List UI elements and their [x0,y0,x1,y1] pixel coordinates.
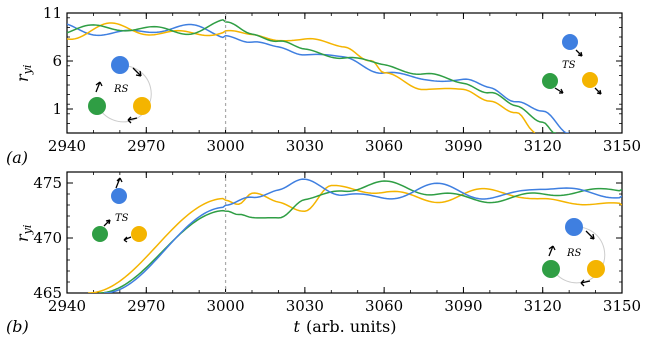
inset-blue-disk [111,56,129,74]
x-axis-label: t (arb. units) [294,317,397,336]
x-tick-label: 3120 [524,297,562,315]
arrow-icon [594,87,602,95]
x-tick-label: 3060 [365,137,403,155]
inset-green-disk [542,260,560,278]
series-line [88,184,622,293]
panel-a-x-ticks: 2940 2970 3000 3030 3060 3090 3120 3150 [48,13,641,155]
inset-label: TS [562,60,576,71]
arrow-icon [580,279,591,287]
inset-green-disk [92,226,108,242]
series-line [67,22,536,133]
inset-yellow-disk [587,260,605,278]
inset-yellow-disk [582,72,598,88]
x-tick-label: 3090 [444,137,482,155]
arrow-icon [554,87,564,94]
inset-blue-disk [562,34,578,50]
panel-b-y-ticks: 465 470 475 [33,171,622,302]
inset-yellow-disk [131,226,147,242]
x-tick-label: 2970 [127,297,165,315]
x-tick-label: 3000 [206,137,244,155]
panel-b-inset-rs: RS [542,218,606,287]
panel-a-ylabel: ryi [13,65,34,82]
y-tick-label: 465 [33,284,62,302]
panel-b-ylabel: ryi [13,225,34,242]
y-tick-label: 475 [33,174,62,192]
x-tick-label: 3120 [524,137,562,155]
inset-yellow-disk [133,97,151,115]
x-tick-label: 2940 [48,297,86,315]
x-tick-label: 3090 [444,297,482,315]
arrow-icon [548,245,556,257]
panel-b-series [88,178,622,293]
x-tick-label: 2970 [127,137,165,155]
panel-b-inset-ts: TS [92,177,147,243]
panel-a-inset-rs: RS [88,56,152,124]
panel-b-x-ticks: 2940 2970 3000 3030 3060 3090 3120 3150 [48,172,641,315]
arrow-icon [132,67,142,77]
x-tick-label: 3000 [206,297,244,315]
inset-label: RS [566,248,582,259]
inset-green-disk [88,97,106,115]
panel-a-inset-ts: TS [542,34,602,95]
x-tick-label: 3060 [365,297,403,315]
y-tick-label: 470 [33,229,62,247]
series-line [67,18,557,133]
inset-green-disk [542,73,558,89]
panel-b-label: (b) [6,317,29,336]
y-tick-label: 1 [52,100,62,118]
panel-a-label: (a) [6,148,28,167]
inset-blue-disk [111,188,127,204]
arrow-icon [95,81,103,93]
series-line [67,23,570,133]
panel-b-frame [66,171,623,294]
panel-b: 2940 2970 3000 3030 3060 3090 3120 3150 4654704… [6,171,641,336]
panel-a-frame [66,12,623,134]
arrow-icon [123,236,132,243]
x-tick-label: 3030 [286,297,324,315]
y-tick-label: 11 [43,4,62,22]
x-tick-label: 3150 [603,297,641,315]
arrow-icon [585,230,595,240]
arrow-icon [115,177,123,189]
inset-label: TS [115,213,129,224]
inset-label: RS [113,84,129,95]
x-tick-label: 2940 [48,137,86,155]
series-line [103,178,622,293]
y-tick-label: 6 [52,52,62,70]
x-tick-label: 3150 [603,137,641,155]
panel-a-series [67,18,570,133]
arrow-icon [127,116,138,124]
arrow-icon [103,219,111,227]
inset-blue-disk [565,218,583,236]
arrow-icon [575,49,583,57]
x-tick-label: 3030 [286,137,324,155]
